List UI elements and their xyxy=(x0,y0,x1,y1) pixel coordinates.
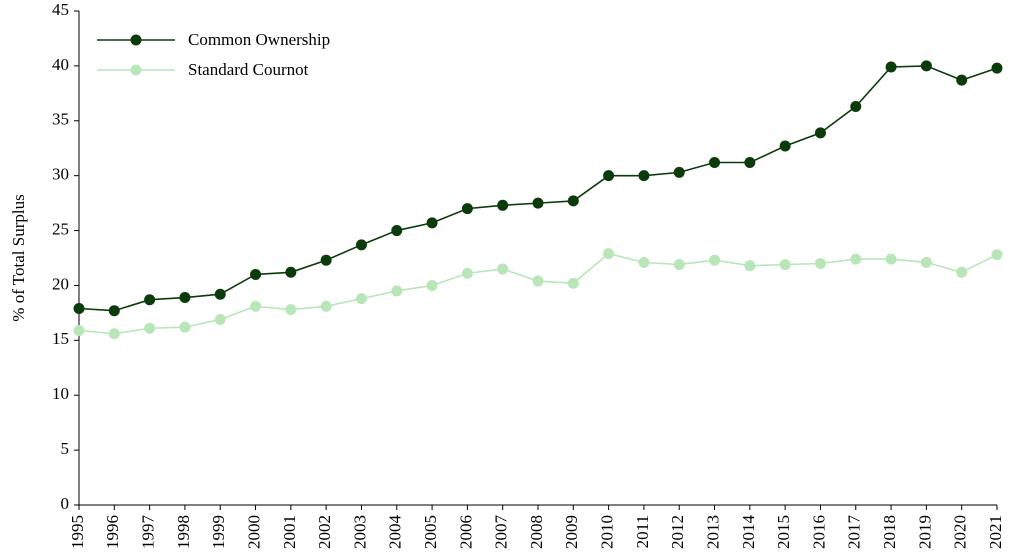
x-tick-label: 2002 xyxy=(315,515,334,549)
data-point xyxy=(532,197,544,209)
data-point xyxy=(638,170,650,182)
data-point xyxy=(73,324,85,336)
x-tick-label: 2006 xyxy=(456,515,475,549)
x-tick-label: 2011 xyxy=(633,515,652,548)
data-point xyxy=(320,254,332,266)
y-tick-label: 0 xyxy=(61,494,70,513)
data-point xyxy=(285,266,297,278)
y-tick-label: 30 xyxy=(52,165,69,184)
x-tick-label: 2015 xyxy=(774,515,793,549)
x-tick-label: 2012 xyxy=(668,515,687,549)
y-tick-label: 10 xyxy=(52,384,69,403)
y-axis-label: % of Total Surplus xyxy=(9,194,28,321)
x-tick-label: 2017 xyxy=(845,515,864,550)
data-point xyxy=(603,170,615,182)
x-tick-label: 2000 xyxy=(244,515,263,549)
x-tick-label: 2010 xyxy=(598,515,617,549)
data-point xyxy=(532,275,544,287)
legend-label: Common Ownership xyxy=(188,30,330,49)
x-tick-label: 1999 xyxy=(209,515,228,549)
data-point xyxy=(885,61,897,73)
x-tick-label: 2014 xyxy=(739,515,758,550)
data-point xyxy=(709,254,721,266)
y-tick-label: 35 xyxy=(52,110,69,129)
x-tick-label: 2009 xyxy=(562,515,581,549)
data-point xyxy=(779,259,791,271)
data-point xyxy=(850,101,862,113)
data-point xyxy=(214,288,226,300)
data-point xyxy=(391,285,403,297)
x-tick-label: 2003 xyxy=(350,515,369,549)
data-point xyxy=(461,203,473,215)
x-tick-label: 2018 xyxy=(880,515,899,549)
data-point xyxy=(426,279,438,291)
data-point xyxy=(603,248,615,260)
data-point xyxy=(285,304,297,316)
data-point xyxy=(214,313,226,325)
data-point xyxy=(567,195,579,207)
data-point xyxy=(567,277,579,289)
y-tick-label: 45 xyxy=(52,0,69,19)
y-tick-label: 15 xyxy=(52,329,69,348)
x-tick-label: 2008 xyxy=(527,515,546,549)
data-point xyxy=(991,62,1003,74)
data-point xyxy=(355,293,367,305)
data-point xyxy=(744,260,756,272)
x-tick-label: 2007 xyxy=(492,515,511,550)
x-tick-label: 1997 xyxy=(139,515,158,550)
y-tick-label: 5 xyxy=(61,439,70,458)
data-point xyxy=(108,328,120,340)
x-tick-label: 1995 xyxy=(68,515,87,549)
data-point xyxy=(673,166,685,178)
data-point xyxy=(179,292,191,304)
data-point xyxy=(709,156,721,168)
x-tick-label: 2021 xyxy=(986,515,1005,549)
y-tick-label: 25 xyxy=(52,219,69,238)
data-point xyxy=(461,267,473,279)
data-point xyxy=(638,256,650,268)
data-point xyxy=(991,249,1003,261)
x-tick-label: 2020 xyxy=(951,515,970,549)
data-point xyxy=(179,321,191,333)
data-point xyxy=(497,263,509,275)
x-tick-label: 2005 xyxy=(421,515,440,549)
data-point xyxy=(920,256,932,268)
data-point xyxy=(673,259,685,271)
data-point xyxy=(144,294,156,306)
data-point xyxy=(73,302,85,314)
x-tick-label: 2004 xyxy=(386,515,405,550)
x-tick-label: 1996 xyxy=(103,515,122,549)
x-tick-label: 2001 xyxy=(280,515,299,549)
data-point xyxy=(320,300,332,312)
x-tick-label: 2019 xyxy=(915,515,934,549)
data-point xyxy=(391,225,403,237)
data-point xyxy=(885,253,897,265)
data-point xyxy=(355,239,367,251)
legend-marker xyxy=(130,64,142,76)
data-point xyxy=(744,156,756,168)
data-point xyxy=(426,217,438,229)
legend-marker xyxy=(130,34,142,46)
data-point xyxy=(108,305,120,317)
data-point xyxy=(956,266,968,278)
data-point xyxy=(920,60,932,72)
y-tick-label: 40 xyxy=(52,55,69,74)
data-point xyxy=(850,253,862,265)
x-tick-label: 2016 xyxy=(809,515,828,549)
data-point xyxy=(144,322,156,334)
y-tick-label: 20 xyxy=(52,274,69,293)
data-point xyxy=(497,199,509,211)
data-point xyxy=(250,300,262,312)
data-point xyxy=(250,268,262,280)
x-tick-label: 1998 xyxy=(174,515,193,549)
x-tick-label: 2013 xyxy=(703,515,722,549)
data-point xyxy=(779,140,791,152)
legend-label: Standard Cournot xyxy=(188,60,309,79)
data-point xyxy=(814,127,826,139)
data-point xyxy=(956,74,968,86)
data-point xyxy=(814,257,826,269)
